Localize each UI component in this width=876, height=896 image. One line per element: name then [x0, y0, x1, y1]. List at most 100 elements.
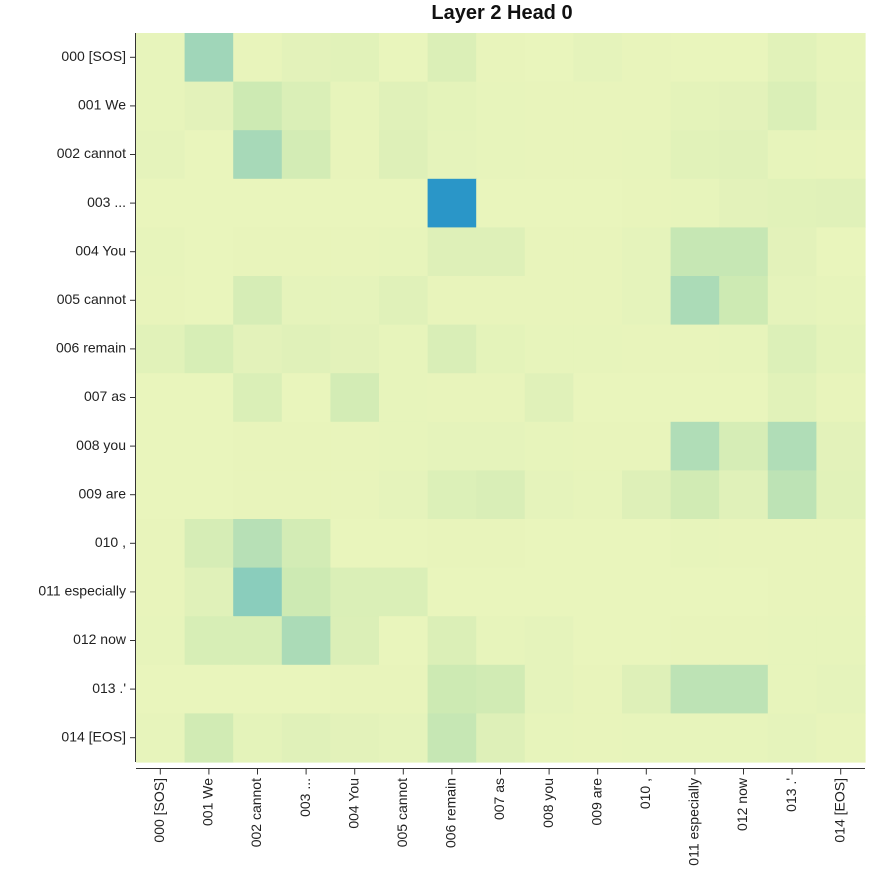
heatmap-cell: [379, 373, 429, 423]
heatmap-cell: [427, 324, 477, 374]
heatmap-cell: [622, 324, 672, 374]
heatmap-cell: [573, 713, 623, 763]
heatmap-cell: [476, 664, 526, 714]
heatmap-cell: [136, 421, 186, 471]
heatmap-cell: [767, 33, 817, 83]
heatmap-cell: [379, 324, 429, 374]
heatmap-cell: [379, 567, 429, 617]
heatmap-cell: [330, 567, 380, 617]
heatmap-cell: [233, 33, 283, 83]
heatmap-cell: [622, 178, 672, 228]
heatmap-cell: [719, 470, 769, 520]
heatmap-cell: [379, 519, 429, 569]
heatmap-cell: [816, 276, 866, 326]
heatmap-cell: [476, 567, 526, 617]
heatmap-cell: [281, 664, 331, 714]
y-tick-label: 001 We: [78, 97, 126, 113]
heatmap-cell: [476, 276, 526, 326]
x-tick-label: 010 ,: [637, 778, 653, 809]
heatmap-cell: [427, 130, 477, 180]
y-tick-label: 006 remain: [56, 340, 126, 356]
heatmap-cell: [330, 227, 380, 277]
y-tick-label: 011 especially: [38, 583, 126, 599]
heatmap-cell: [767, 421, 817, 471]
heatmap-cell: [379, 276, 429, 326]
heatmap-cell: [379, 421, 429, 471]
x-tick-label: 012 now: [734, 777, 750, 831]
heatmap-cell: [379, 33, 429, 83]
heatmap-cell: [427, 616, 477, 666]
heatmap-axes: 000 [SOS] 001 We 002 cannot 003 ... 004 You 0…: [38, 33, 865, 866]
heatmap-cell: [524, 373, 574, 423]
x-tick-label: 013 .': [783, 778, 799, 812]
heatmap-cell: [184, 276, 234, 326]
heatmap-cell: [184, 373, 234, 423]
heatmap-cell: [622, 227, 672, 277]
heatmap-cell: [379, 81, 429, 131]
heatmap-cell: [767, 373, 817, 423]
heatmap-cell: [573, 470, 623, 520]
heatmap-cell: [622, 130, 672, 180]
heatmap-cell: [767, 324, 817, 374]
heatmap-cell: [476, 713, 526, 763]
heatmap-cell: [524, 713, 574, 763]
heatmap-cell: [816, 33, 866, 83]
heatmap-cell: [330, 470, 380, 520]
heatmap-cell: [233, 373, 283, 423]
heatmap-cell: [719, 276, 769, 326]
heatmap-cell: [476, 178, 526, 228]
heatmap-cell: [816, 81, 866, 131]
heatmap-cell: [767, 81, 817, 131]
heatmap-cell: [573, 324, 623, 374]
heatmap-cell: [524, 276, 574, 326]
x-tick-label: 003 ...: [297, 778, 313, 817]
heatmap-cell: [136, 664, 186, 714]
heatmap-cell: [767, 470, 817, 520]
heatmap-cell: [573, 227, 623, 277]
heatmap-cell: [670, 33, 720, 83]
heatmap-cell: [427, 421, 477, 471]
heatmap-cell: [427, 664, 477, 714]
heatmap-cell: [233, 713, 283, 763]
heatmap-cell: [233, 567, 283, 617]
heatmap-cell: [573, 81, 623, 131]
heatmap-cell: [476, 616, 526, 666]
x-tick-label: 014 [EOS]: [831, 778, 847, 843]
heatmap-cell: [427, 81, 477, 131]
heatmap-cell: [719, 713, 769, 763]
heatmap-cell: [670, 470, 720, 520]
heatmap-cell: [233, 664, 283, 714]
heatmap-cell: [281, 519, 331, 569]
heatmap-cell: [816, 616, 866, 666]
heatmap-cell: [524, 227, 574, 277]
heatmap-cell: [379, 178, 429, 228]
heatmap-cell: [136, 519, 186, 569]
heatmap-cell: [379, 470, 429, 520]
heatmap-cells: [136, 33, 866, 763]
heatmap-cell: [233, 178, 283, 228]
heatmap-cell: [330, 713, 380, 763]
heatmap-cell: [330, 664, 380, 714]
heatmap-cell: [330, 324, 380, 374]
heatmap-cell: [670, 713, 720, 763]
heatmap-cell: [573, 567, 623, 617]
heatmap-cell: [622, 81, 672, 131]
heatmap-cell: [476, 519, 526, 569]
heatmap-cell: [184, 130, 234, 180]
heatmap-cell: [330, 421, 380, 471]
heatmap-cell: [767, 519, 817, 569]
heatmap-cell: [476, 324, 526, 374]
heatmap-cell: [281, 81, 331, 131]
heatmap-cell: [622, 373, 672, 423]
heatmap-cell: [379, 664, 429, 714]
heatmap-cell: [622, 664, 672, 714]
heatmap-cell: [281, 130, 331, 180]
heatmap-cell: [670, 421, 720, 471]
heatmap-cell: [136, 713, 186, 763]
heatmap-cell: [719, 616, 769, 666]
heatmap-cell: [767, 567, 817, 617]
heatmap-cell: [524, 178, 574, 228]
heatmap-cell: [379, 227, 429, 277]
heatmap-cell: [233, 421, 283, 471]
heatmap-cell: [524, 130, 574, 180]
